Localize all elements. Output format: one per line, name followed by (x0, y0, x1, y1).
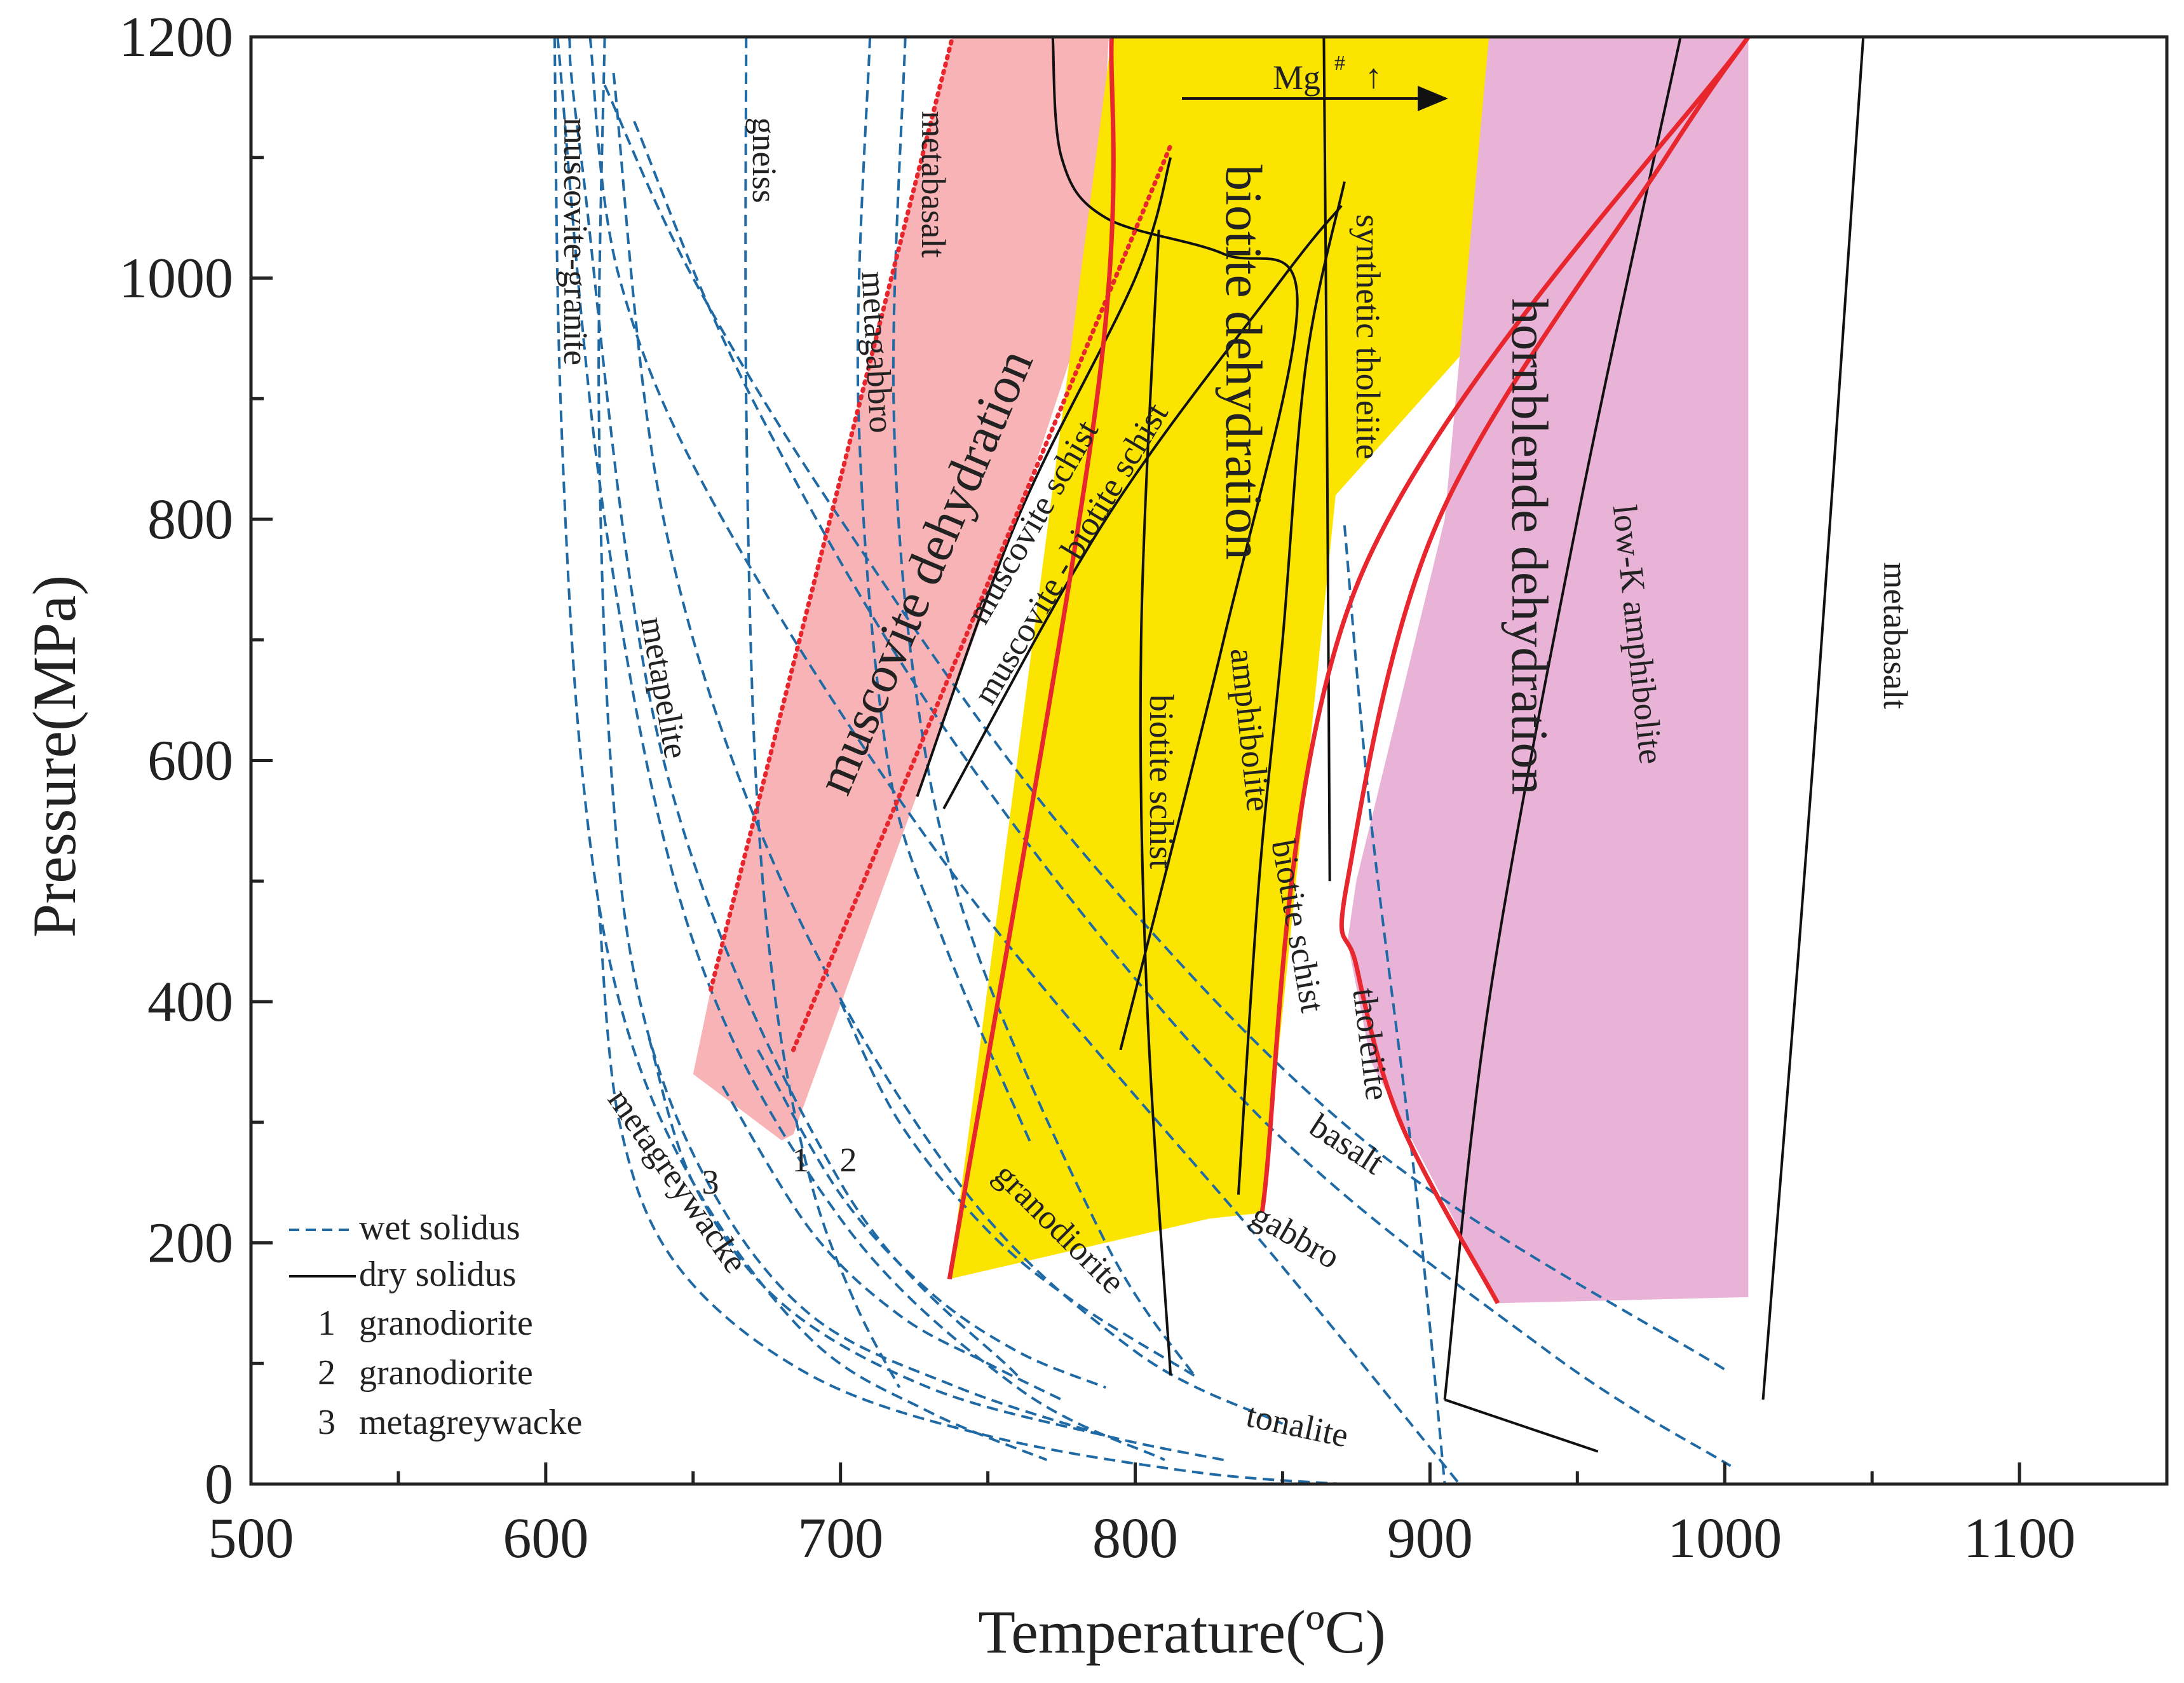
dry-solidus-curves (916, 36, 1865, 1453)
dry-solidus-upper-curve (1051, 36, 1299, 1051)
wet-solidus-basalt (603, 85, 1726, 1371)
label-metagreywacke: metagreywacke (600, 1082, 755, 1280)
mg-up-arrow: ↑ (1365, 57, 1382, 95)
label-hornblende-dehydration: hornblende dehydration (1501, 298, 1559, 794)
label-tonalite: tonalite (1243, 1396, 1352, 1454)
dry-solidus-muscovite-schist (916, 157, 1172, 798)
wet-solidus-metagabbro (856, 36, 1034, 1147)
dry-solidus-low-k-amphibolite-tail (1444, 1398, 1599, 1453)
dry-solidus-metabasalt (1761, 36, 1865, 1400)
dry-solidus-muscovite-biotite-schist (942, 205, 1343, 810)
label-biotite-dehydration: biotite dehydration (1215, 165, 1273, 560)
label-muscovite-granite: muscovite-granite (557, 118, 595, 365)
axes: 500 600 700 800 900 1000 1100 0 200 400 600 800 1000… (119, 6, 2169, 1570)
y-tick-label: 600 (147, 730, 233, 793)
wet-solidus-muscovite-granite (553, 36, 1048, 1461)
wet-solidus-curves (553, 36, 1732, 1485)
mg-annotation: Mg # ↑ (1182, 51, 1448, 111)
label-gabbro: gabbro (1245, 1196, 1346, 1276)
wet-solidus-3-metagreywacke (648, 1037, 1224, 1462)
dehydration-boundary-2 (1259, 35, 1751, 1213)
wet-solidus-tonalite (588, 36, 1461, 1485)
label-num-1: 1 (792, 1141, 810, 1179)
wet-solidus-metapelite (597, 36, 1106, 1438)
legend: wet solidus dry solidus 1 granodiorite 2… (289, 1208, 582, 1442)
wet-solidus-extra-3 (567, 36, 1019, 1377)
mg-superscript: # (1334, 51, 1345, 75)
x-tick-label: 500 (208, 1507, 294, 1570)
y-tick-label: 800 (147, 488, 233, 551)
legend-item2-text: granodiorite (359, 1353, 533, 1393)
x-tick-label: 700 (797, 1507, 883, 1570)
wet-solidus-gabbro (633, 121, 1732, 1468)
legend-item3-text: metagreywacke (359, 1403, 582, 1442)
y-tick-label: 400 (147, 971, 233, 1033)
y-tick-label: 1200 (119, 6, 233, 69)
legend-item3-num: 3 (318, 1403, 336, 1442)
x-tick-label: 1100 (1964, 1507, 2076, 1570)
region-boundaries (709, 34, 1751, 1305)
y-tick-label: 200 (147, 1212, 233, 1275)
y-axis-title: Pressure(MPa) (20, 575, 88, 938)
dehydration-boundary-1 (947, 36, 1116, 1280)
x-tick-label: 900 (1387, 1507, 1473, 1570)
label-biotite-schist-1: biotite schist (1143, 695, 1181, 869)
label-gneiss: gneiss (745, 118, 783, 203)
label-num-3: 3 (702, 1163, 719, 1201)
mg-label: Mg (1273, 58, 1320, 97)
label-metagabbro: metagabbro (854, 270, 900, 434)
y-tick-label: 1000 (119, 247, 233, 310)
dry-solidus-amphibolite (1237, 181, 1346, 1195)
dry-solidus-biotite-schist (1139, 229, 1172, 1376)
x-tick-label: 600 (503, 1507, 588, 1570)
wet-solidus-extra-2 (612, 72, 1284, 1425)
legend-item1-num: 1 (318, 1304, 336, 1343)
label-synthetic-tholeiite: synthetic tholeiite (1349, 214, 1387, 459)
label-metabasalt-wet: metabasalt (914, 111, 953, 258)
muscovite-boundary-dotted-1 (709, 34, 955, 992)
region-biotite-dehydration (949, 37, 1746, 1279)
wet-solidus-1-granodiorite (721, 1085, 1062, 1401)
legend-item2-num: 2 (318, 1353, 336, 1393)
label-num-2: 2 (840, 1141, 857, 1179)
wet-solidus-2-granodiorite (757, 1049, 1106, 1389)
label-metabasalt-dry: metabasalt (1876, 562, 1915, 709)
wet-solidus-metabasalt (892, 36, 1195, 1377)
x-tick-label: 800 (1092, 1507, 1178, 1570)
dehydration-boundary-3 (1339, 36, 1751, 1305)
x-axis-title: Temperature(ºC) (978, 1598, 1385, 1666)
label-metapelite: metapelite (634, 614, 696, 761)
region-muscovite-dehydration (693, 37, 1109, 1141)
legend-wet-label: wet solidus (359, 1208, 520, 1248)
x-tick-label: 1000 (1667, 1507, 1782, 1570)
wet-solidus-granodiorite (839, 1001, 1195, 1377)
legend-item1-text: granodiorite (359, 1304, 533, 1343)
wet-solidus-extra-1 (556, 36, 1165, 1461)
dry-solidus-low-k-amphibolite (1443, 36, 1682, 1400)
wet-solidus-tholeiite (1343, 525, 1446, 1485)
legend-dry-label: dry solidus (359, 1255, 516, 1294)
label-basalt: basalt (1303, 1106, 1391, 1182)
wet-solidus-gneiss (744, 36, 901, 1389)
dry-solidus-synthetic-tholeiite (1322, 36, 1331, 882)
y-tick-label: 0 (205, 1453, 233, 1516)
